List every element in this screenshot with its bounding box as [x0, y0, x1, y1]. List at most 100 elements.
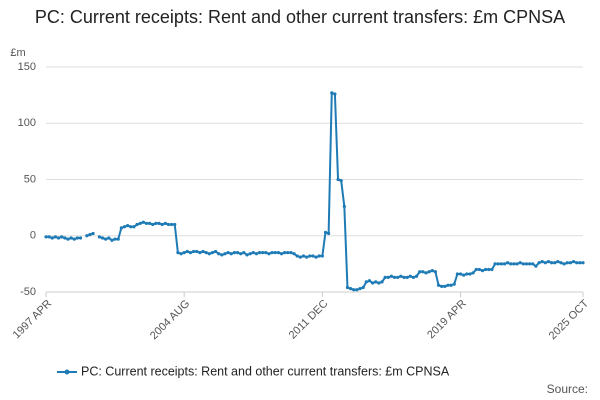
data-point [339, 179, 343, 183]
data-point [223, 252, 227, 256]
data-point [345, 285, 350, 290]
data-point [330, 91, 334, 95]
data-point [248, 252, 252, 256]
data-point [53, 235, 58, 239]
data-point [562, 262, 566, 266]
data-point [257, 251, 262, 255]
data-point [264, 251, 268, 255]
data-point [427, 270, 431, 274]
data-point [418, 270, 422, 274]
y-tick-label: 150 [18, 61, 36, 73]
data-point [518, 261, 522, 265]
data-point [239, 252, 243, 256]
data-point [383, 275, 387, 279]
data-point [173, 222, 177, 227]
data-point [380, 280, 384, 284]
data-point [474, 267, 478, 272]
data-point [69, 236, 73, 240]
data-point [392, 275, 397, 279]
data-point [104, 237, 108, 241]
data-point [56, 236, 61, 240]
data-point [537, 261, 541, 265]
legend-marker [64, 369, 70, 375]
y-axis-label: £m [10, 47, 25, 59]
data-point [352, 288, 356, 292]
data-point [399, 274, 403, 278]
data-point [462, 273, 466, 277]
data-point [565, 261, 569, 265]
data-point [578, 261, 582, 265]
data-point [267, 252, 271, 256]
data-point [571, 260, 576, 264]
data-point [361, 285, 365, 290]
data-point [568, 261, 573, 265]
data-point [311, 254, 315, 258]
data-point [327, 231, 331, 236]
data-point [129, 225, 133, 229]
data-point [279, 252, 284, 256]
data-point [301, 254, 306, 258]
data-point [78, 236, 83, 240]
data-point [455, 272, 459, 276]
data-point [116, 237, 120, 241]
legend-label: PC: Current receipts: Rent and other cur… [81, 364, 450, 378]
data-point [452, 282, 456, 286]
data-point [531, 262, 535, 266]
data-point [405, 275, 409, 279]
data-point [430, 269, 434, 273]
data-point [60, 235, 64, 239]
data-point [370, 281, 375, 285]
data-point [314, 255, 318, 259]
data-point [204, 251, 208, 255]
data-point [163, 221, 167, 225]
data-point [374, 280, 378, 284]
data-point [499, 262, 503, 266]
data-point [195, 249, 199, 254]
data-point [308, 254, 312, 258]
data-point [386, 275, 390, 279]
data-point [107, 236, 111, 240]
x-tick-label: 2011 DEC [287, 298, 331, 342]
data-point [235, 251, 240, 255]
data-point [389, 274, 394, 278]
data-point [320, 254, 324, 258]
y-tick-label: 50 [24, 173, 36, 185]
data-point [100, 236, 105, 240]
data-line [46, 91, 583, 291]
data-point [245, 253, 249, 257]
data-point [273, 251, 277, 255]
data-point [295, 254, 299, 258]
data-point [47, 235, 51, 239]
data-point [151, 222, 155, 227]
data-point [179, 252, 183, 256]
data-point [424, 271, 428, 275]
data-point [506, 261, 510, 265]
data-point [72, 237, 76, 241]
data-point [396, 275, 400, 279]
x-tick-label: 2019 APR [425, 298, 469, 342]
data-point [521, 262, 525, 266]
data-point [191, 249, 196, 254]
data-point [496, 262, 500, 266]
data-point [261, 251, 265, 255]
data-point [471, 271, 475, 275]
data-point [213, 249, 218, 254]
data-point [232, 251, 237, 255]
data-point [276, 251, 280, 255]
data-point [220, 253, 224, 257]
data-point [477, 267, 481, 272]
data-point [154, 221, 158, 225]
data-point [176, 251, 180, 255]
data-point [440, 284, 444, 288]
data-point [408, 274, 412, 278]
data-point [493, 262, 497, 266]
data-point [242, 251, 246, 255]
data-point [556, 260, 560, 264]
data-point [210, 251, 215, 255]
data-point [97, 235, 101, 239]
data-point [144, 221, 149, 225]
data-point [446, 283, 450, 287]
data-point [524, 262, 529, 266]
data-point [433, 270, 438, 274]
